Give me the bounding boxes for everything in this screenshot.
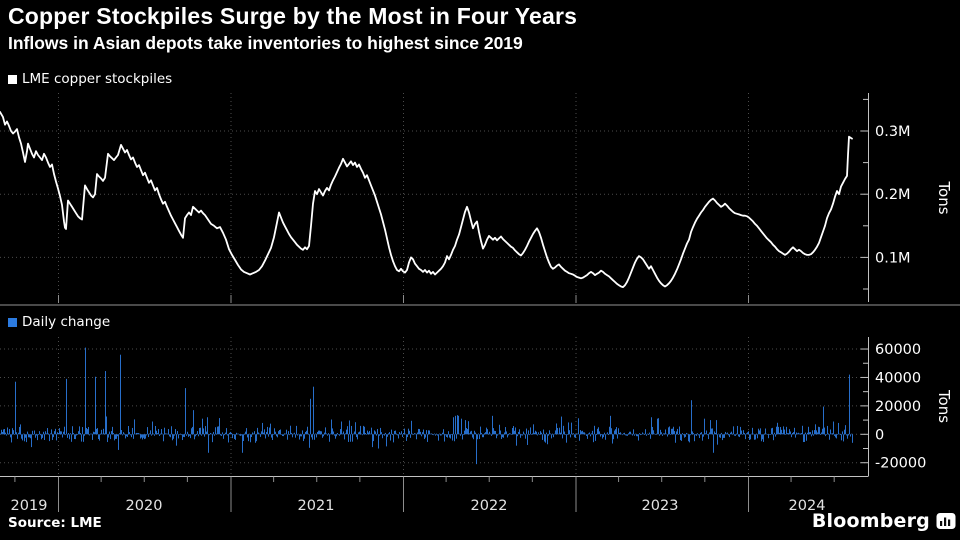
bloomberg-terminal-icon — [936, 513, 956, 529]
daily-change-bars — [0, 347, 853, 465]
gridlines — [0, 93, 868, 476]
x-axis-year-label: 2021 — [298, 498, 335, 514]
daily-change-legend-swatch-icon — [8, 317, 17, 327]
axis-tick-label: 0.2M — [875, 187, 911, 203]
stockpiles-legend-swatch-icon — [8, 74, 17, 84]
axis-tick-label: 40000 — [875, 370, 921, 386]
x-axis: 2019 2020 2021 2022 2023 2024 — [0, 295, 869, 514]
top-y-axis-unit-label: Tons — [935, 180, 953, 214]
x-axis-year-label: 2022 — [471, 498, 508, 514]
page-title: Copper Stockpiles Surge by the Most in F… — [8, 3, 578, 29]
x-axis-year-label: 2019 — [11, 498, 48, 514]
bloomberg-logo: Bloomberg — [812, 510, 956, 532]
panel-divider — [0, 304, 960, 306]
axis-tick-label: 0 — [875, 427, 884, 443]
axis-tick-label: -20000 — [875, 456, 926, 472]
stockpiles-legend-label: LME copper stockpiles — [22, 71, 173, 87]
x-axis-year-label: 2023 — [642, 498, 679, 514]
daily-change-legend-label: Daily change — [22, 314, 111, 330]
axis-tick-label: 60000 — [875, 342, 921, 358]
axis-tick-label: 0.3M — [875, 124, 911, 140]
x-axis-year-label: 2024 — [789, 498, 826, 514]
axis-tick-label: 20000 — [875, 399, 921, 415]
page-subtitle: Inflows in Asian depots take inventories… — [8, 33, 523, 53]
bloomberg-wordmark: Bloomberg — [811, 510, 930, 532]
source-label: Source: LME — [8, 515, 102, 531]
right-axis-bottom: -20000 0 20000 40000 60000 Tons — [860, 337, 953, 476]
bottom-y-axis-unit-label: Tons — [935, 389, 953, 423]
x-axis-year-label: 2020 — [126, 498, 163, 514]
legend-daily-change: Daily change — [8, 314, 110, 330]
right-axis-top: 0.1M 0.2M 0.3M Tons — [860, 93, 953, 302]
stockpiles-line — [0, 111, 853, 289]
legend-stockpiles: LME copper stockpiles — [8, 71, 172, 87]
axis-tick-label: 0.1M — [875, 250, 911, 266]
